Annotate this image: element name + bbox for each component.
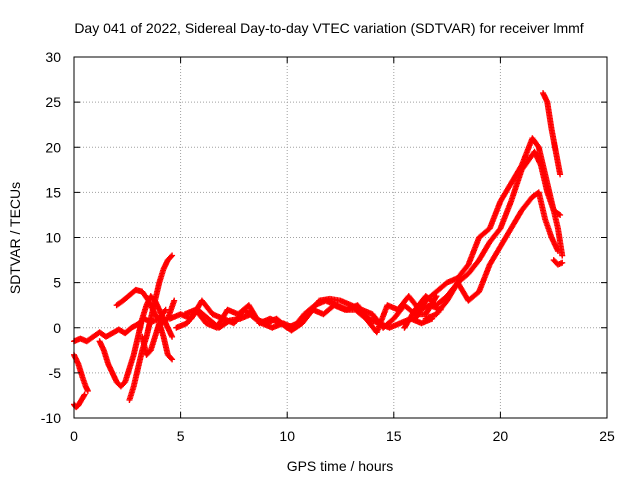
y-axis-label: SDTVAR / TECUs bbox=[7, 182, 23, 294]
data-point bbox=[84, 387, 91, 394]
data-series-o bbox=[550, 257, 566, 268]
data-point bbox=[169, 356, 176, 363]
x-tick-label: 25 bbox=[599, 428, 615, 444]
grid-layer bbox=[74, 57, 607, 418]
data-point bbox=[534, 142, 541, 149]
data-point bbox=[169, 252, 176, 259]
y-tick-label: 0 bbox=[53, 320, 61, 336]
y-tick-label: 15 bbox=[45, 184, 61, 200]
data-series-n bbox=[540, 90, 564, 178]
data-layer bbox=[71, 90, 566, 411]
data-point bbox=[80, 392, 87, 399]
x-tick-label: 20 bbox=[493, 428, 509, 444]
data-point bbox=[557, 211, 564, 218]
y-tick-label: -10 bbox=[41, 410, 61, 426]
y-tick-label: -5 bbox=[49, 365, 62, 381]
x-tick-label: 0 bbox=[70, 428, 78, 444]
data-point bbox=[559, 259, 566, 266]
label-layer: 0 5 10 15 20 25 -10 -5 0 5 10 15 20 25 30 bbox=[41, 49, 615, 444]
data-point bbox=[554, 248, 561, 255]
data-point bbox=[559, 252, 566, 259]
data-point bbox=[169, 333, 176, 340]
data-series-d bbox=[96, 293, 176, 390]
x-axis-label: GPS time / hours bbox=[287, 458, 394, 474]
data-point bbox=[81, 391, 88, 398]
y-tick-label: 30 bbox=[45, 49, 61, 65]
data-point bbox=[225, 318, 232, 325]
data-series-m bbox=[422, 189, 561, 322]
tick-layer bbox=[73, 56, 608, 419]
data-series-b bbox=[71, 391, 88, 411]
x-tick-label: 10 bbox=[279, 428, 295, 444]
x-tick-label: 5 bbox=[177, 428, 185, 444]
y-tick-label: 25 bbox=[45, 94, 61, 110]
data-point bbox=[171, 297, 178, 304]
data-point bbox=[168, 253, 175, 260]
data-series-l bbox=[412, 135, 566, 322]
data-point bbox=[168, 355, 175, 362]
x-tick-label: 15 bbox=[386, 428, 402, 444]
y-tick-label: 10 bbox=[45, 230, 61, 246]
chart-title: Day 041 of 2022, Sidereal Day-to-day VTE… bbox=[74, 20, 583, 36]
y-tick-label: 20 bbox=[45, 139, 61, 155]
data-point bbox=[557, 171, 564, 178]
data-point bbox=[162, 306, 169, 313]
data-series-g bbox=[139, 320, 176, 363]
y-tick-label: 5 bbox=[53, 275, 61, 291]
